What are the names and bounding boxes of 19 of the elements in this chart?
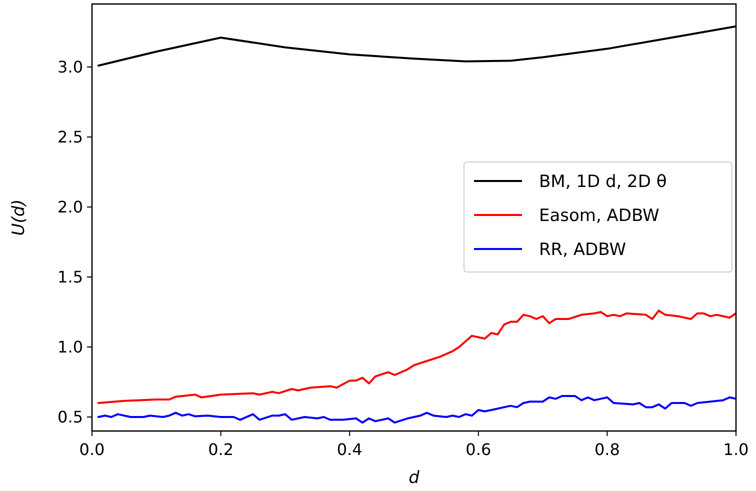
line-series: [97, 310, 736, 404]
y-tick-label: 1.5: [58, 268, 83, 287]
x-axis-title: d: [408, 468, 420, 488]
x-tick-label: 0.4: [336, 440, 362, 459]
y-tick-label: 0.5: [58, 408, 83, 427]
x-tick-label: 0.8: [594, 440, 620, 459]
x-tick-label: 0.6: [466, 440, 492, 459]
line-series: [97, 395, 736, 424]
legend-label: Easom, ADBW: [539, 206, 660, 226]
y-tick-label: 2.0: [58, 198, 83, 217]
y-axis-title: U(d): [9, 199, 29, 236]
x-tick-label: 0.0: [79, 440, 105, 459]
legend-label: BM, 1D d, 2D θ: [539, 172, 667, 192]
y-tick-label: 2.5: [58, 128, 83, 147]
legend-label: RR, ADBW: [539, 240, 626, 260]
x-tick-label: 0.2: [208, 440, 234, 459]
y-tick-label: 1.0: [58, 338, 83, 357]
y-tick-label: 3.0: [58, 58, 83, 77]
x-tick-label: 1.0: [723, 440, 749, 459]
